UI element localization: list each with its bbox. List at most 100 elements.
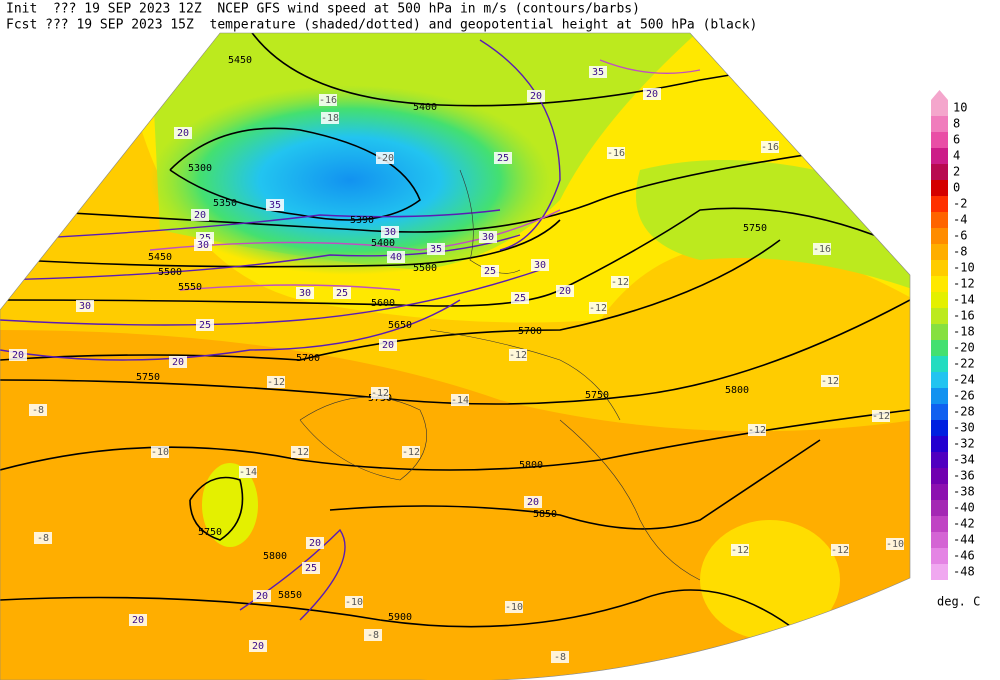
temp-label-bg [345, 596, 363, 608]
colorbar-label: -26 [953, 389, 975, 403]
colorbar-label: -8 [953, 245, 967, 259]
colorbar-arrow [931, 90, 948, 100]
temp-label-bg [831, 544, 849, 556]
wind-label-bg [169, 356, 187, 368]
temp-label-bg [611, 276, 629, 288]
colorbar-label: 6 [953, 133, 960, 147]
wind-label-bg [266, 199, 284, 211]
colorbar-label: -36 [953, 469, 975, 483]
colorbar-label: 10 [953, 101, 967, 115]
colorbar-label: -22 [953, 357, 975, 371]
wind-label: 20 [530, 91, 542, 102]
wind-label-bg [589, 66, 607, 78]
temp-label-bg [761, 141, 779, 153]
temp-label-bg [34, 532, 52, 544]
wind-label: 30 [482, 232, 494, 243]
temp-label-bg [371, 387, 389, 399]
map-labels: 5450 5400 5300 5350 5450 5500 5550 5390 5400 5500… [9, 55, 904, 663]
temp-label: -10 [886, 539, 904, 550]
temp-label-bg [872, 410, 890, 422]
wind-label: 25 [497, 153, 509, 164]
wind-label: 25 [199, 320, 211, 331]
colorbar-swatch [931, 164, 948, 180]
wind-label-bg [494, 152, 512, 164]
wind-label-bg [194, 239, 212, 251]
height-label: 5750 [198, 527, 222, 538]
wind-label-bg [302, 562, 320, 574]
temp-label-bg [239, 466, 257, 478]
height-label: 5750 [136, 372, 160, 383]
height-label: 5500 [158, 267, 182, 278]
temp-label-bg [267, 376, 285, 388]
wind-label: 25 [484, 266, 496, 277]
colorbar-label: -14 [953, 293, 975, 307]
temp-label-bg [376, 152, 394, 164]
height-label: 5400 [371, 238, 395, 249]
colorbar-swatch [931, 356, 948, 372]
height-label: 5390 [350, 215, 374, 226]
height-label: 5750 [585, 390, 609, 401]
colorbar-swatch [931, 420, 948, 436]
wind-label-bg [253, 590, 271, 602]
temp-label: -12 [872, 411, 890, 422]
wind-label-bg [481, 265, 499, 277]
wind-label: 25 [514, 293, 526, 304]
colorbar-label: -24 [953, 373, 975, 387]
temp-label-bg [607, 147, 625, 159]
temp-label: -12 [748, 425, 766, 436]
colorbar-swatch [931, 516, 948, 532]
temp-label: -20 [376, 153, 394, 164]
wind-label: 35 [430, 244, 442, 255]
wind-label: 25 [305, 563, 317, 574]
wind-label: 25 [199, 233, 211, 244]
wind-label: 20 [256, 591, 268, 602]
temp-label: -14 [451, 395, 469, 406]
colorbar-label: -42 [953, 517, 975, 531]
colorbar-swatch [931, 484, 948, 500]
temp-label: -12 [731, 545, 749, 556]
wind-label-bg [9, 349, 27, 361]
colorbar: 10 8 6 4 2 0 -2 -4 -6 -8 -10 -12 -14 -16 -18 -20 -22 -24 -… [931, 90, 975, 580]
colorbar-label: -40 [953, 501, 975, 515]
height-label: 5300 [188, 163, 212, 174]
height-label: 5800 [519, 460, 543, 471]
temp-label: -8 [32, 405, 44, 416]
height-label: 5800 [263, 551, 287, 562]
temp-label-bg [505, 601, 523, 613]
wind-label-bg [196, 319, 214, 331]
wind-label: 25 [336, 288, 348, 299]
temp-label: -16 [761, 142, 779, 153]
temp-label-bg [291, 446, 309, 458]
colorbar-swatch [931, 100, 948, 116]
temp-label-bg [886, 538, 904, 550]
wind-label-bg [306, 537, 324, 549]
temp-label: -12 [831, 545, 849, 556]
wind-label-bg [387, 251, 405, 263]
wind-label: 30 [299, 288, 311, 299]
height-label: 5350 [213, 198, 237, 209]
height-label: 5450 [148, 252, 172, 263]
wind-label-bg [556, 285, 574, 297]
wind-label-bg [296, 287, 314, 299]
colorbar-swatch [931, 500, 948, 516]
wind-label: 40 [390, 252, 402, 263]
wind-label-bg [531, 259, 549, 271]
wind-label-bg [249, 640, 267, 652]
temp-label: -12 [291, 447, 309, 458]
map [0, 33, 910, 680]
colorbar-swatch [931, 260, 948, 276]
temp-label-bg [364, 629, 382, 641]
wind-label-bg [191, 209, 209, 221]
temp-label-bg [813, 243, 831, 255]
wind-label: 30 [384, 227, 396, 238]
temp-label-bg [29, 404, 47, 416]
temp-label-bg [821, 375, 839, 387]
map-border [0, 32, 911, 680]
temp-label-bg [451, 394, 469, 406]
height-label: 5600 [371, 298, 395, 309]
colorbar-swatch [931, 372, 948, 388]
wind-label-bg [427, 243, 445, 255]
colorbar-swatch [931, 116, 948, 132]
wind-label-bg [174, 127, 192, 139]
